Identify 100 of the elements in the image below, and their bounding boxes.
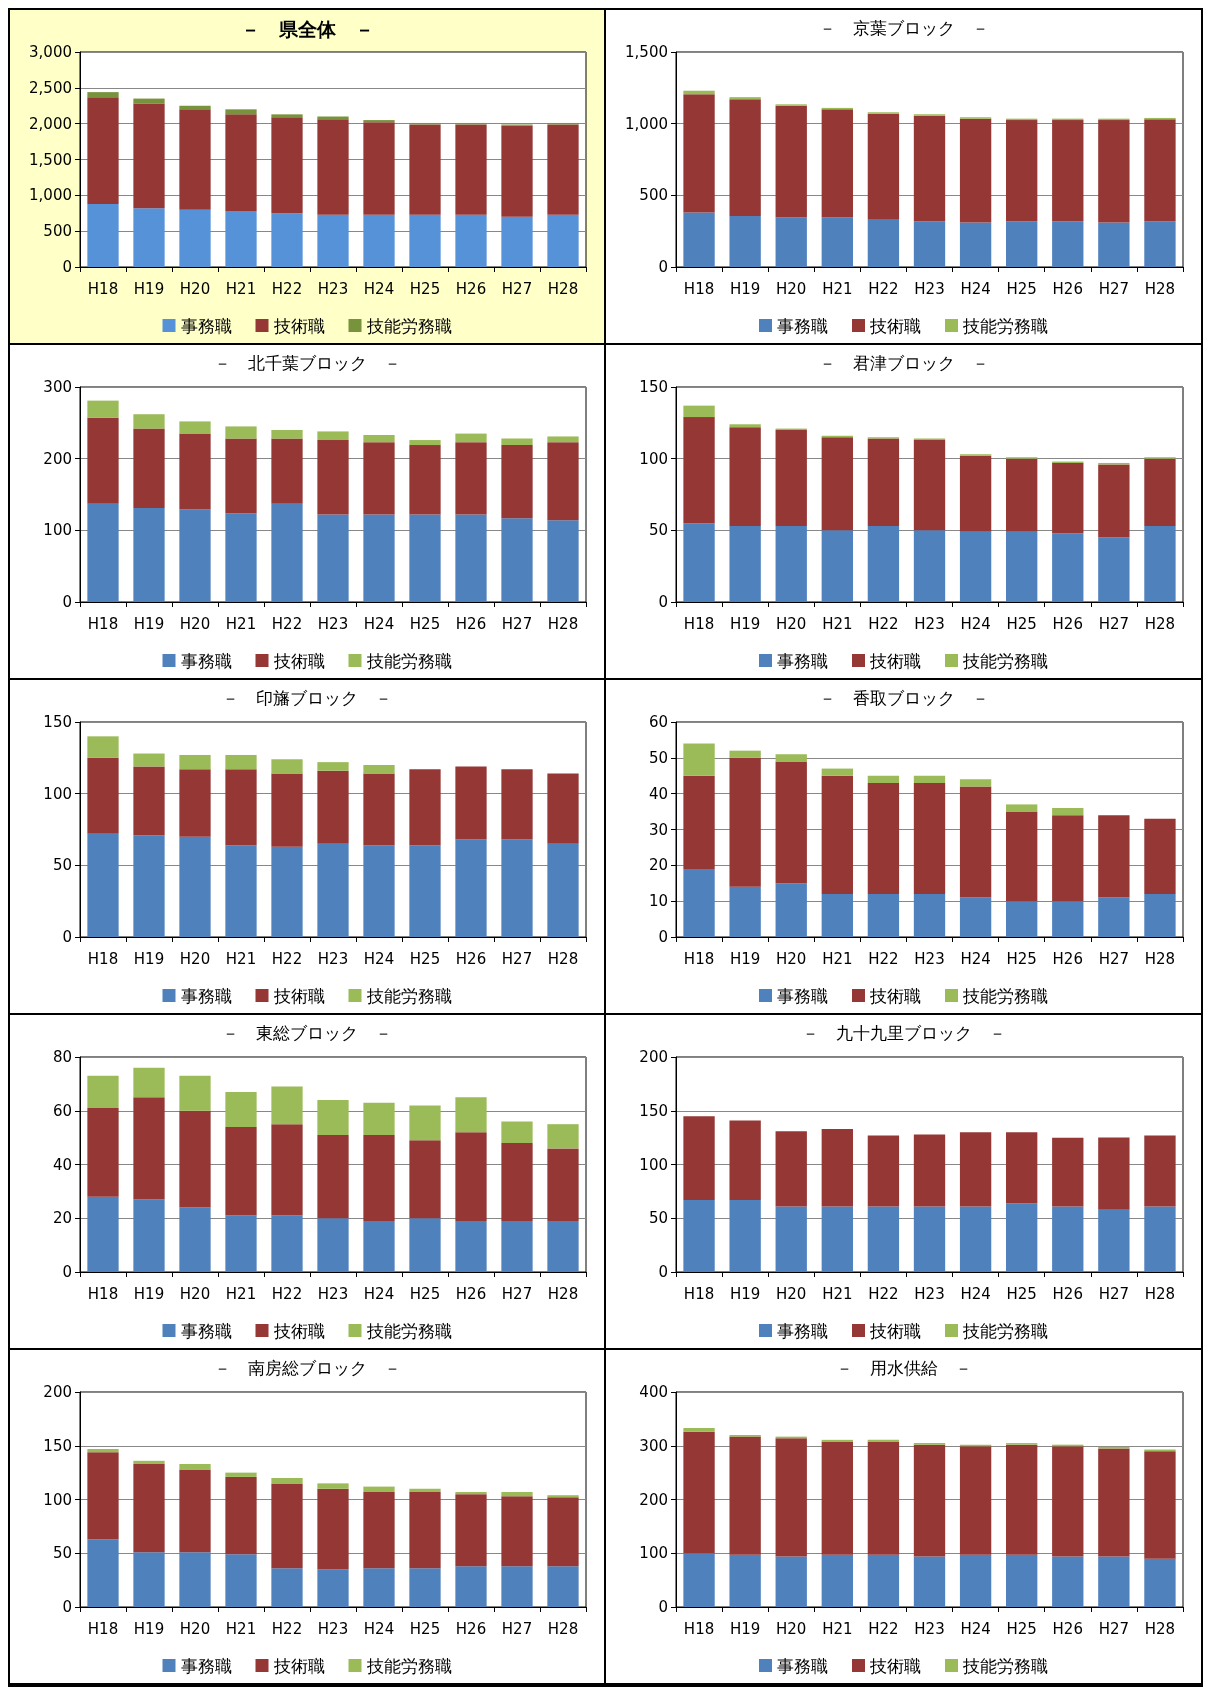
bar <box>409 514 441 602</box>
x-tick-label: H19 <box>133 949 165 968</box>
x-tick-label: H20 <box>179 1284 211 1303</box>
bar <box>729 216 761 267</box>
bar <box>821 1441 853 1555</box>
bar <box>867 526 900 602</box>
bar <box>683 1431 715 1554</box>
bar <box>271 1124 303 1216</box>
x-tick-label: H19 <box>133 279 165 298</box>
bar <box>1006 804 1038 812</box>
x-tick-label: H26 <box>455 1284 487 1303</box>
x-tick-label: H22 <box>271 1284 303 1303</box>
y-tick-label: 50 <box>648 1209 668 1228</box>
bar <box>501 125 533 217</box>
bar <box>133 1199 165 1272</box>
bar <box>225 769 257 846</box>
y-tick-label: 60 <box>648 713 668 731</box>
bar <box>1052 808 1084 816</box>
x-tick-label: H27 <box>1098 1619 1130 1638</box>
bar <box>1052 901 1084 937</box>
bar <box>913 1134 946 1207</box>
x-tick-label: H28 <box>547 949 579 968</box>
bar <box>87 503 119 602</box>
legend-label: 技術職 <box>272 650 325 671</box>
bar <box>959 786 992 898</box>
bar <box>1006 531 1038 602</box>
bar <box>317 214 349 267</box>
x-tick-label: H21 <box>225 614 257 633</box>
bar <box>179 1110 211 1208</box>
bar <box>271 1086 303 1125</box>
chart-title: － 用水供給 － <box>835 1357 972 1378</box>
bar <box>1144 458 1176 527</box>
bar <box>317 440 349 515</box>
x-tick-label: H24 <box>363 1284 395 1303</box>
y-tick-label: 300 <box>639 1436 668 1455</box>
y-tick-label: 100 <box>43 784 72 803</box>
bar <box>455 839 487 937</box>
bar <box>867 1135 900 1207</box>
bar <box>683 523 715 602</box>
bar <box>271 1215 303 1272</box>
bar <box>683 775 715 869</box>
chart-title: － 南房総ブロック － <box>213 1357 401 1378</box>
bar <box>133 428 165 509</box>
bar <box>87 1196 119 1272</box>
x-tick-label: H18 <box>683 1619 715 1638</box>
x-tick-label: H25 <box>1006 1619 1037 1638</box>
bar <box>775 1556 807 1607</box>
bar <box>501 518 533 602</box>
y-tick-label: 400 <box>639 1383 668 1401</box>
bar <box>959 222 992 267</box>
bar <box>867 219 900 267</box>
bar <box>913 782 946 894</box>
y-tick-label: 10 <box>648 892 668 911</box>
x-tick-label: H28 <box>547 279 579 298</box>
x-tick-label: H24 <box>363 279 395 298</box>
x-tick-label: H21 <box>822 614 853 633</box>
bar <box>547 773 579 844</box>
bar <box>87 833 119 937</box>
bar <box>547 1566 579 1607</box>
bar <box>683 743 715 776</box>
bar <box>775 754 807 762</box>
bar <box>455 1097 487 1133</box>
x-tick-label: H23 <box>914 279 945 298</box>
bar <box>683 1199 715 1272</box>
bar <box>363 1220 395 1272</box>
x-tick-label: H25 <box>409 279 441 298</box>
bar <box>547 1148 579 1221</box>
bar <box>501 769 533 840</box>
bar <box>1052 815 1084 902</box>
y-tick-label: 100 <box>639 449 668 468</box>
bar <box>729 97 761 100</box>
legend-label: 技能労務職 <box>962 985 1048 1006</box>
x-tick-label: H26 <box>455 1619 487 1638</box>
x-tick-label: H23 <box>914 1284 945 1303</box>
y-tick-label: 20 <box>648 856 668 875</box>
bar <box>729 526 761 602</box>
bar <box>867 113 900 220</box>
bar <box>501 1496 533 1567</box>
x-tick-label: H27 <box>1098 614 1130 633</box>
y-tick-label: 200 <box>639 1490 668 1509</box>
bar <box>409 1488 441 1492</box>
x-tick-label: H26 <box>1052 1284 1083 1303</box>
x-tick-label: H21 <box>822 1619 853 1638</box>
x-tick-label: H18 <box>87 1619 119 1638</box>
bar <box>133 1067 165 1098</box>
bar <box>179 836 211 937</box>
legend-label: 事務職 <box>777 1655 828 1676</box>
bar <box>959 455 992 532</box>
bar <box>1006 120 1038 222</box>
bar <box>133 208 165 267</box>
chart-title: － 印旛ブロック － <box>222 687 392 708</box>
x-tick-label: H20 <box>776 949 807 968</box>
chart-title: － 京葉ブロック － <box>818 17 989 38</box>
bar <box>821 1129 853 1207</box>
bar <box>225 1126 257 1216</box>
bar <box>225 211 257 267</box>
bar <box>683 1116 715 1200</box>
x-tick-label: H21 <box>822 1284 853 1303</box>
bar <box>1098 120 1130 223</box>
bar <box>455 214 487 267</box>
